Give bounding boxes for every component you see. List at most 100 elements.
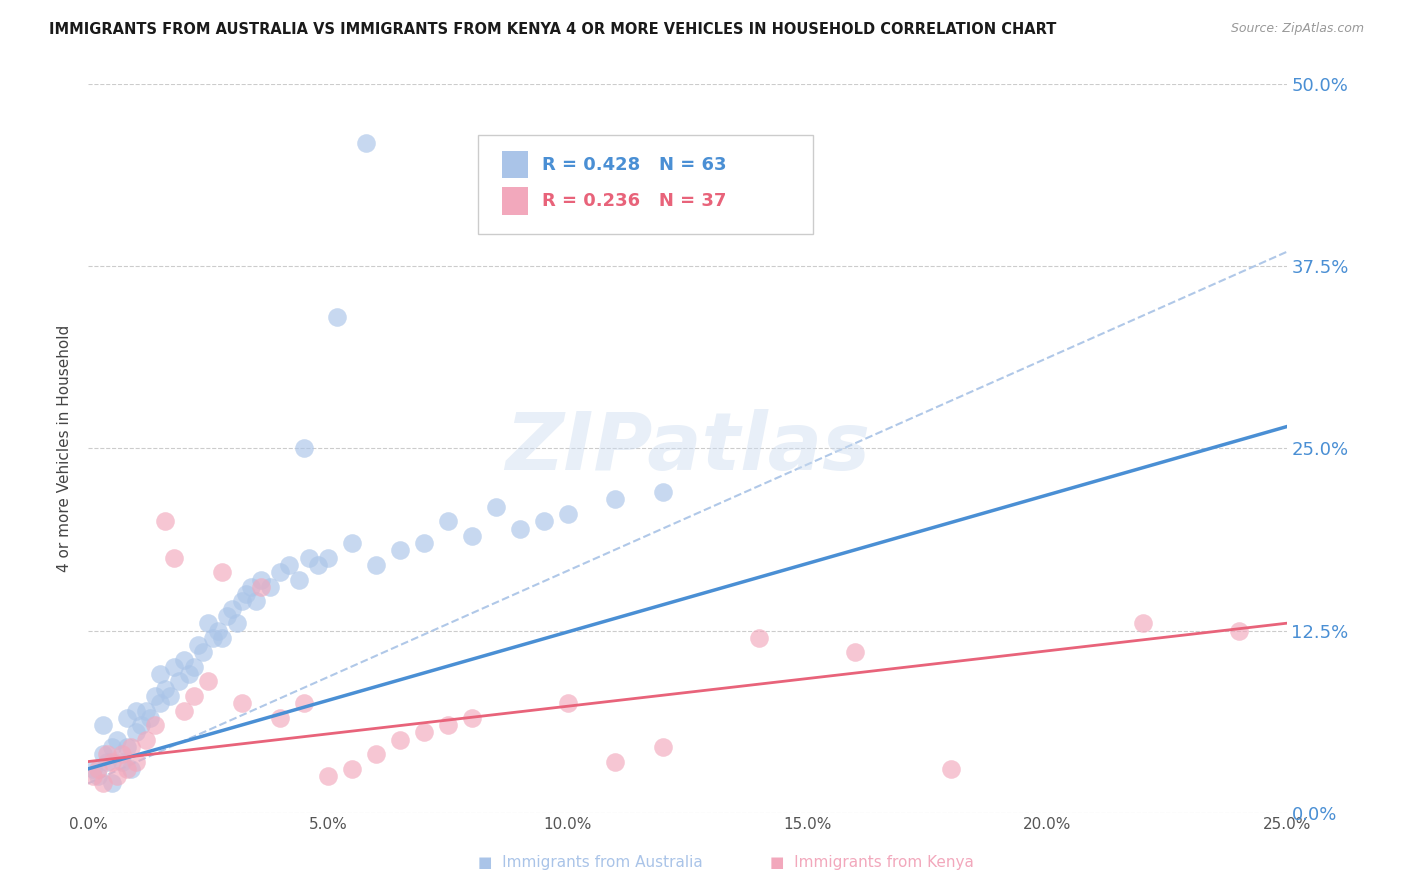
Point bbox=[436, 718, 458, 732]
Point bbox=[278, 558, 301, 572]
Point bbox=[436, 514, 458, 528]
Point bbox=[231, 594, 253, 608]
Point bbox=[125, 725, 148, 739]
Point bbox=[197, 616, 219, 631]
Point bbox=[485, 500, 508, 514]
Point bbox=[388, 732, 411, 747]
Point bbox=[115, 739, 138, 754]
Point bbox=[187, 638, 209, 652]
Point bbox=[91, 747, 114, 762]
Point bbox=[149, 667, 172, 681]
Point bbox=[240, 580, 263, 594]
Point bbox=[163, 550, 186, 565]
Point bbox=[316, 769, 339, 783]
Point bbox=[101, 755, 124, 769]
Point bbox=[509, 522, 531, 536]
Point bbox=[211, 631, 233, 645]
Point bbox=[217, 609, 239, 624]
Point bbox=[221, 601, 243, 615]
Point bbox=[111, 747, 134, 762]
Point bbox=[143, 718, 166, 732]
Point bbox=[120, 739, 142, 754]
Point bbox=[193, 645, 215, 659]
Point bbox=[292, 442, 315, 456]
Point bbox=[87, 762, 110, 776]
Point bbox=[844, 645, 866, 659]
Point bbox=[605, 755, 627, 769]
Point bbox=[183, 660, 205, 674]
Point bbox=[96, 755, 118, 769]
Point bbox=[316, 550, 339, 565]
Point bbox=[153, 681, 176, 696]
Point bbox=[149, 696, 172, 710]
Point bbox=[388, 543, 411, 558]
Point bbox=[412, 536, 434, 550]
Point bbox=[101, 776, 124, 790]
Point bbox=[135, 704, 157, 718]
Point bbox=[96, 747, 118, 762]
Text: R = 0.428   N = 63: R = 0.428 N = 63 bbox=[543, 155, 727, 174]
Text: ■  Immigrants from Australia: ■ Immigrants from Australia bbox=[478, 855, 703, 870]
Point bbox=[115, 711, 138, 725]
Point bbox=[115, 762, 138, 776]
Point bbox=[211, 566, 233, 580]
Point bbox=[207, 624, 229, 638]
Point bbox=[748, 631, 770, 645]
Point bbox=[557, 696, 579, 710]
Point bbox=[412, 725, 434, 739]
Point bbox=[101, 739, 124, 754]
Point bbox=[120, 762, 142, 776]
Point bbox=[139, 711, 162, 725]
Text: ZIPatlas: ZIPatlas bbox=[505, 409, 870, 488]
Point bbox=[557, 507, 579, 521]
Point bbox=[91, 776, 114, 790]
Point bbox=[91, 718, 114, 732]
Point bbox=[245, 594, 267, 608]
Point bbox=[111, 755, 134, 769]
FancyBboxPatch shape bbox=[478, 136, 813, 234]
Point bbox=[326, 310, 349, 325]
Point bbox=[269, 711, 291, 725]
Point bbox=[249, 580, 271, 594]
Point bbox=[129, 718, 152, 732]
Point bbox=[173, 704, 195, 718]
Point bbox=[82, 769, 104, 783]
Point bbox=[105, 769, 128, 783]
Point bbox=[235, 587, 257, 601]
Point bbox=[939, 762, 962, 776]
Point bbox=[460, 529, 482, 543]
Bar bbox=[502, 151, 529, 178]
Point bbox=[82, 762, 104, 776]
Point bbox=[652, 485, 675, 500]
Point bbox=[460, 711, 482, 725]
Point bbox=[354, 136, 377, 150]
Point bbox=[183, 689, 205, 703]
Point bbox=[153, 514, 176, 528]
Text: Source: ZipAtlas.com: Source: ZipAtlas.com bbox=[1230, 22, 1364, 36]
Text: ■  Immigrants from Kenya: ■ Immigrants from Kenya bbox=[769, 855, 974, 870]
Y-axis label: 4 or more Vehicles in Household: 4 or more Vehicles in Household bbox=[58, 325, 72, 572]
Point bbox=[288, 573, 311, 587]
Text: R = 0.236   N = 37: R = 0.236 N = 37 bbox=[543, 192, 727, 210]
Point bbox=[177, 667, 200, 681]
Point bbox=[292, 696, 315, 710]
Point bbox=[1227, 624, 1250, 638]
Point bbox=[249, 573, 271, 587]
Point bbox=[125, 704, 148, 718]
Point bbox=[1132, 616, 1154, 631]
Point bbox=[259, 580, 281, 594]
Point bbox=[201, 631, 224, 645]
Point bbox=[225, 616, 247, 631]
Point bbox=[163, 660, 186, 674]
Point bbox=[143, 689, 166, 703]
Point bbox=[652, 739, 675, 754]
Point bbox=[269, 566, 291, 580]
Point bbox=[364, 747, 387, 762]
Point bbox=[298, 550, 321, 565]
Point bbox=[307, 558, 329, 572]
Point bbox=[533, 514, 555, 528]
Point bbox=[125, 755, 148, 769]
Point bbox=[340, 536, 363, 550]
Point bbox=[364, 558, 387, 572]
Point bbox=[167, 674, 190, 689]
